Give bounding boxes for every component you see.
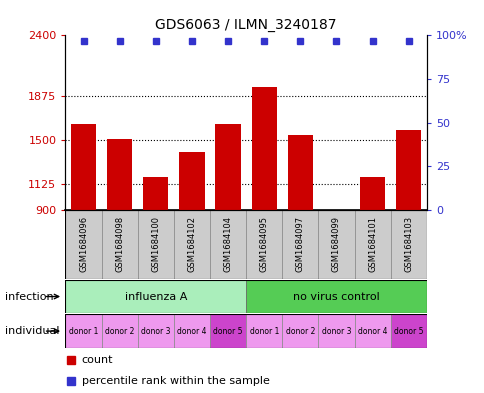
Bar — [245, 314, 282, 348]
Bar — [137, 314, 173, 348]
Text: donor 2: donor 2 — [285, 327, 315, 336]
Text: donor 1: donor 1 — [249, 327, 278, 336]
Bar — [65, 280, 245, 313]
Bar — [395, 130, 421, 210]
Text: donor 5: donor 5 — [213, 327, 242, 336]
Text: GSM1684101: GSM1684101 — [367, 216, 377, 272]
Text: no virus control: no virus control — [292, 292, 379, 301]
Text: GSM1684100: GSM1684100 — [151, 216, 160, 272]
Bar — [102, 210, 137, 279]
Bar — [354, 210, 390, 279]
Text: GSM1684096: GSM1684096 — [79, 216, 88, 272]
Text: donor 2: donor 2 — [105, 327, 134, 336]
Text: influenza A: influenza A — [124, 292, 187, 301]
Text: infection: infection — [5, 292, 53, 301]
Bar — [354, 314, 390, 348]
Bar — [282, 210, 318, 279]
Text: donor 1: donor 1 — [69, 327, 98, 336]
Text: GSM1684103: GSM1684103 — [403, 216, 412, 272]
Bar — [318, 314, 354, 348]
Bar — [318, 210, 354, 279]
Bar — [245, 210, 282, 279]
Text: donor 3: donor 3 — [321, 327, 350, 336]
Bar — [245, 280, 426, 313]
Bar — [102, 314, 137, 348]
Text: GSM1684097: GSM1684097 — [295, 216, 304, 272]
Text: GSM1684104: GSM1684104 — [223, 216, 232, 272]
Bar — [390, 314, 426, 348]
Bar — [107, 139, 132, 210]
Text: GSM1684098: GSM1684098 — [115, 216, 124, 272]
Text: individual: individual — [5, 326, 59, 336]
Bar — [210, 210, 245, 279]
Bar — [71, 124, 96, 210]
Bar — [137, 210, 173, 279]
Bar — [179, 152, 204, 210]
Bar — [173, 210, 210, 279]
Text: percentile rank within the sample: percentile rank within the sample — [82, 376, 269, 386]
Bar — [215, 124, 240, 210]
Text: GSM1684099: GSM1684099 — [331, 216, 340, 272]
Text: donor 5: donor 5 — [393, 327, 423, 336]
Bar — [282, 314, 318, 348]
Text: donor 4: donor 4 — [357, 327, 387, 336]
Title: GDS6063 / ILMN_3240187: GDS6063 / ILMN_3240187 — [155, 18, 336, 31]
Bar — [65, 210, 102, 279]
Bar — [143, 177, 168, 210]
Text: count: count — [82, 354, 113, 365]
Text: donor 4: donor 4 — [177, 327, 206, 336]
Bar — [251, 86, 276, 210]
Bar — [390, 210, 426, 279]
Bar — [210, 314, 245, 348]
Text: donor 3: donor 3 — [141, 327, 170, 336]
Bar — [287, 136, 312, 210]
Bar — [173, 314, 210, 348]
Bar — [65, 314, 102, 348]
Text: GSM1684102: GSM1684102 — [187, 216, 196, 272]
Bar — [359, 177, 384, 210]
Text: GSM1684095: GSM1684095 — [259, 216, 268, 272]
